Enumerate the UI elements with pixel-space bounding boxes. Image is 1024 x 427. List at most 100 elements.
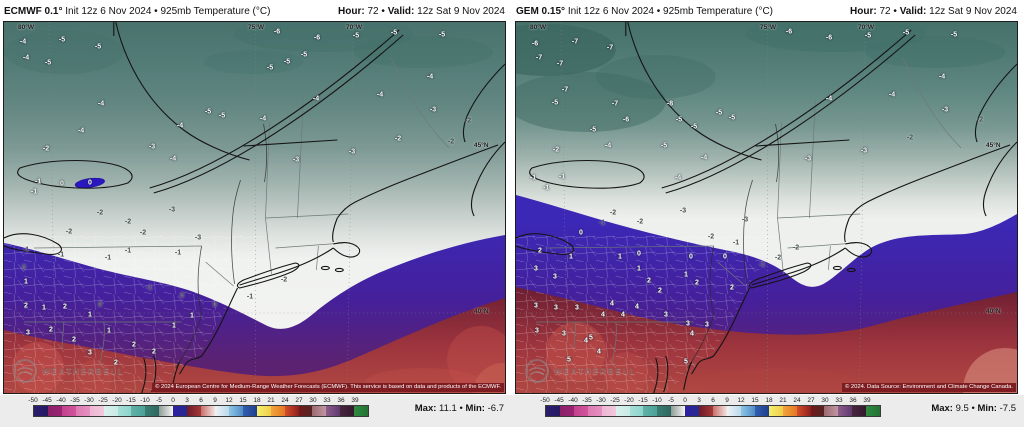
colorbar-segment (117, 406, 132, 416)
colorbar-tick: 6 (711, 397, 715, 404)
weatherbell-logo-icon (13, 359, 37, 383)
colorbar-tick: 21 (779, 397, 787, 404)
colorbar-tick: -45 (554, 397, 564, 404)
colorbar-gradient (545, 405, 881, 417)
colorbar-segment (312, 406, 327, 416)
attribution: © 2024 European Centre for Medium-Range … (152, 383, 504, 392)
colorbar-tick: -30 (84, 397, 94, 404)
colorbar-segment (852, 406, 867, 416)
longitude-label: 75°W (760, 24, 776, 31)
colorbar-segment (754, 406, 769, 416)
colorbar-tick: 18 (765, 397, 773, 404)
colorbar-tick: -15 (126, 397, 136, 404)
colorbar-segment (326, 406, 341, 416)
colorbar-segment (740, 406, 755, 416)
colorbar-segment (256, 406, 271, 416)
colorbar-segment (559, 406, 574, 416)
colorbar-tick: -45 (42, 397, 52, 404)
colorbar-tick: 12 (737, 397, 745, 404)
colorbar-tick: -35 (70, 397, 80, 404)
colorbar-segment (838, 406, 853, 416)
colorbar-tick: -10 (140, 397, 150, 404)
colorbar-segment (354, 406, 369, 416)
colorbar-ticks: -50 -45 -40 -35 -30 -25 -20 -15 -10 -5 0 3 6 9 12 15 18 2… (28, 397, 369, 405)
colorbar-segment (573, 406, 588, 416)
valid-time: Hour: 72 • Valid: 12z Sat 9 Nov 2024 (338, 6, 505, 17)
colorbar-tick: 3 (697, 397, 701, 404)
colorbar-tick: 15 (751, 397, 759, 404)
longitude-label: 70°W (346, 24, 362, 31)
colorbar-segment (187, 406, 202, 416)
colorbar-tick: 6 (199, 397, 203, 404)
model-title: ECMWF 0.1° Init 12z 6 Nov 2024 • 925mb T… (4, 6, 271, 17)
colorbar-segment (726, 406, 741, 416)
forecast-map-gem: -6 -7 -7 -7 -7 -7 -5 -7 -6 -8 -6 -6 -5 -5 -5 -5 -5 -5 -4 -5… (515, 21, 1018, 394)
colorbar-segment (173, 406, 188, 416)
longitude-label: 80°W (18, 24, 34, 31)
colorbar-tick: 0 (171, 397, 175, 404)
model-title: GEM 0.15° Init 12z 6 Nov 2024 • 925mb Te… (516, 6, 774, 17)
colorbar-tick: -5 (668, 397, 674, 404)
colorbar-segment (699, 406, 714, 416)
colorbar-segment (546, 406, 560, 416)
colorbar-tick: -15 (638, 397, 648, 404)
colorbar-tick: 39 (863, 397, 871, 404)
colorbar-tick: 33 (835, 397, 843, 404)
colorbar-tick: 36 (337, 397, 345, 404)
colorbar-tick: 21 (267, 397, 275, 404)
colorbar-segment (228, 406, 243, 416)
colorbar-segment (159, 406, 174, 416)
stats-gem: Max: 9.5 • Min: -7.5 (931, 403, 1016, 414)
colorbar-segment (131, 406, 146, 416)
watermark-text: WEATHERBELL (554, 366, 637, 376)
colorbar-tick: -30 (596, 397, 606, 404)
colorbar-tick: 27 (295, 397, 303, 404)
longitude-label: 75°W (248, 24, 264, 31)
colorbar-tick: -10 (652, 397, 662, 404)
colorbar-tick: -5 (156, 397, 162, 404)
weatherbell-logo-icon (525, 359, 549, 383)
colorbar-gradient (33, 405, 369, 417)
latitude-label: 45°N (474, 142, 489, 149)
colorbar-segment (587, 406, 602, 416)
colorbar-tick: -50 (540, 397, 550, 404)
watermark-text: WEATHERBELL (42, 366, 125, 376)
watermark: WEATHERBELL (12, 358, 125, 384)
colorbar-segment (284, 406, 299, 416)
colorbar-tick: 3 (185, 397, 189, 404)
panel-header-ecmwf: ECMWF 0.1° Init 12z 6 Nov 2024 • 925mb T… (3, 2, 506, 21)
attribution: © 2024. Data Source: Environment and Cli… (842, 383, 1016, 392)
colorbar-tick: 27 (807, 397, 815, 404)
colorbar-segment (61, 406, 76, 416)
colorbar-segment (214, 406, 229, 416)
colorbar-tick: 30 (821, 397, 829, 404)
temperature-shading (516, 22, 1017, 393)
colorbar-ecmwf: -50 -45 -40 -35 -30 -25 -20 -15 -10 -5 0 3 6 9 12 15 18 2… (28, 397, 369, 417)
colorbar-tick: 18 (253, 397, 261, 404)
colorbar-segment (685, 406, 700, 416)
colorbar-tick: -20 (624, 397, 634, 404)
latitude-label: 40°N (986, 308, 1001, 315)
colorbar-segment (601, 406, 616, 416)
stats-ecmwf: Max: 11.1 • Min: -6.7 (414, 403, 504, 414)
colorbar-segment (824, 406, 839, 416)
colorbar-tick: -25 (610, 397, 620, 404)
panel-gem: GEM 0.15° Init 12z 6 Nov 2024 • 925mb Te… (515, 2, 1018, 394)
colorbar-tick: 39 (351, 397, 359, 404)
colorbar-segment (75, 406, 90, 416)
colorbar-segment (643, 406, 658, 416)
colorbar-ticks: -50 -45 -40 -35 -30 -25 -20 -15 -10 -5 0 3 6 9 12 15 18 2… (540, 397, 881, 405)
colorbar-tick: -40 (56, 397, 66, 404)
colorbar-segment (796, 406, 811, 416)
colorbar-segment (298, 406, 313, 416)
colorbar-tick: 36 (849, 397, 857, 404)
colorbar-segment (629, 406, 644, 416)
colorbar-segment (103, 406, 118, 416)
valid-time: Hour: 72 • Valid: 12z Sat 9 Nov 2024 (850, 6, 1017, 17)
latitude-label: 45°N (986, 142, 1001, 149)
colorbar-tick: 30 (309, 397, 317, 404)
colorbar-segment (657, 406, 672, 416)
colorbar-segment (615, 406, 630, 416)
colorbar-tick: 12 (225, 397, 233, 404)
